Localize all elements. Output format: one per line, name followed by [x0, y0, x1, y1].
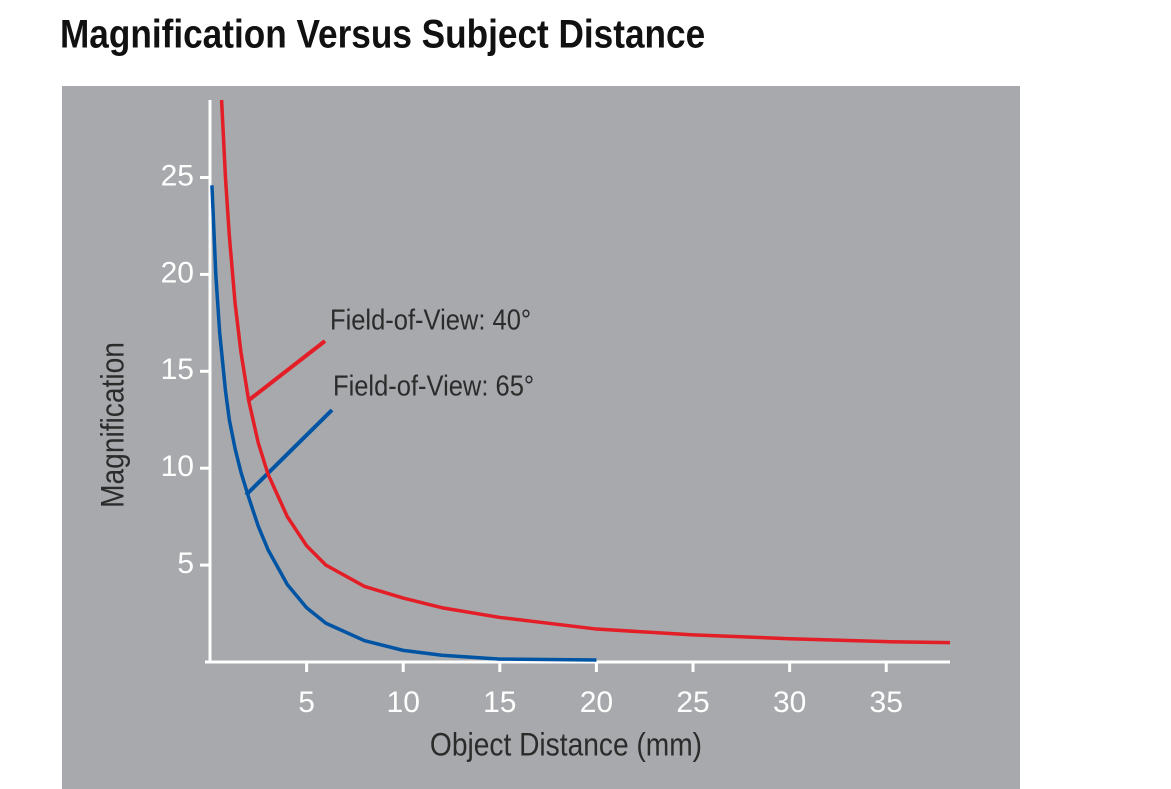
x-tick-label: 25: [676, 686, 709, 719]
y-tick-label: 25: [161, 159, 194, 192]
leader-line: [247, 339, 327, 402]
x-tick-label: 20: [580, 686, 613, 719]
series-annotation: Field-of-View: 40°: [330, 303, 531, 336]
series-annotation: Field-of-View: 65°: [333, 369, 534, 402]
series-line: [210, 185, 597, 662]
x-tick-label: 30: [773, 686, 806, 719]
y-tick-label: 20: [161, 256, 194, 289]
x-tick-label: 35: [870, 686, 903, 719]
series-line: [219, 99, 951, 645]
y-tick-label: 10: [161, 450, 194, 483]
x-tick-label: 10: [387, 686, 420, 719]
x-axis-label: Object Distance (mm): [430, 728, 702, 763]
x-tick-label: 15: [483, 686, 516, 719]
leader-line: [244, 408, 334, 497]
y-axis-label: Magnification: [96, 342, 131, 508]
chart-title: Magnification Versus Subject Distance: [60, 11, 705, 56]
y-tick-label: 15: [161, 353, 194, 386]
y-tick-label: 5: [177, 547, 194, 580]
plot-background: [62, 86, 1020, 789]
x-tick-label: 5: [298, 686, 315, 719]
